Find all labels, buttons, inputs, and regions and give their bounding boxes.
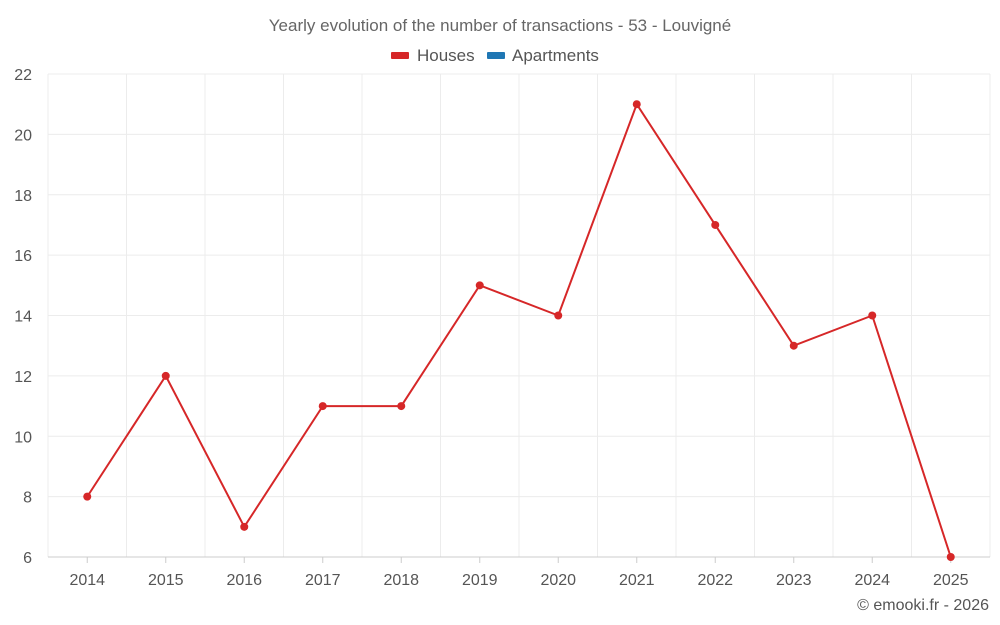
data-point-houses[interactable] [83, 492, 92, 501]
legend-label-apartments: Apartments [512, 46, 599, 65]
data-point-houses[interactable] [711, 220, 720, 229]
y-tick-label: 20 [14, 127, 32, 144]
x-tick-label: 2016 [226, 572, 262, 589]
data-point-houses[interactable] [240, 522, 249, 531]
x-axis: 2014 2015 2016 2017 2018 2019 2020 2021 2022 2023… [69, 557, 969, 589]
legend-swatch-apartments [487, 52, 505, 59]
x-tick-label: 2018 [383, 572, 419, 589]
x-tick-label: 2024 [854, 572, 890, 589]
x-tick-label: 2015 [148, 572, 184, 589]
legend: Houses Apartments [391, 46, 599, 65]
data-point-houses[interactable] [475, 281, 484, 290]
y-tick-label: 14 [14, 309, 32, 326]
y-tick-label: 16 [14, 248, 32, 265]
y-tick-label: 12 [14, 369, 32, 386]
series-layer [83, 100, 955, 561]
x-tick-label: 2020 [540, 572, 576, 589]
legend-item-houses[interactable]: Houses [391, 46, 475, 65]
data-point-houses[interactable] [554, 311, 563, 320]
legend-label-houses: Houses [417, 46, 475, 65]
y-tick-label: 10 [14, 429, 32, 446]
legend-swatch-houses [391, 52, 409, 59]
x-tick-label: 2025 [933, 572, 969, 589]
x-tick-label: 2019 [462, 572, 498, 589]
x-tick-label: 2014 [69, 572, 105, 589]
x-tick-label: 2023 [776, 572, 812, 589]
data-point-houses[interactable] [397, 402, 406, 411]
data-point-houses[interactable] [161, 371, 170, 380]
y-tick-label: 22 [14, 67, 32, 84]
data-point-houses[interactable] [946, 553, 955, 561]
data-point-houses[interactable] [868, 311, 877, 320]
data-point-houses[interactable] [632, 100, 641, 109]
y-tick-label: 18 [14, 188, 32, 205]
y-tick-label: 8 [23, 490, 32, 507]
x-gridlines [47, 74, 991, 557]
x-tick-label: 2022 [697, 572, 733, 589]
y-tick-label: 6 [23, 550, 32, 567]
y-axis: 6 8 10 12 14 16 18 20 22 [14, 67, 32, 567]
series-line-houses [86, 101, 952, 558]
legend-item-apartments[interactable]: Apartments [487, 46, 599, 65]
x-tick-label: 2017 [305, 572, 341, 589]
data-point-houses[interactable] [318, 402, 327, 411]
credit-text: © emooki.fr - 2026 [857, 597, 989, 614]
data-point-houses[interactable] [789, 341, 798, 350]
x-tick-label: 2021 [619, 572, 655, 589]
chart-title: Yearly evolution of the number of transa… [269, 16, 731, 35]
